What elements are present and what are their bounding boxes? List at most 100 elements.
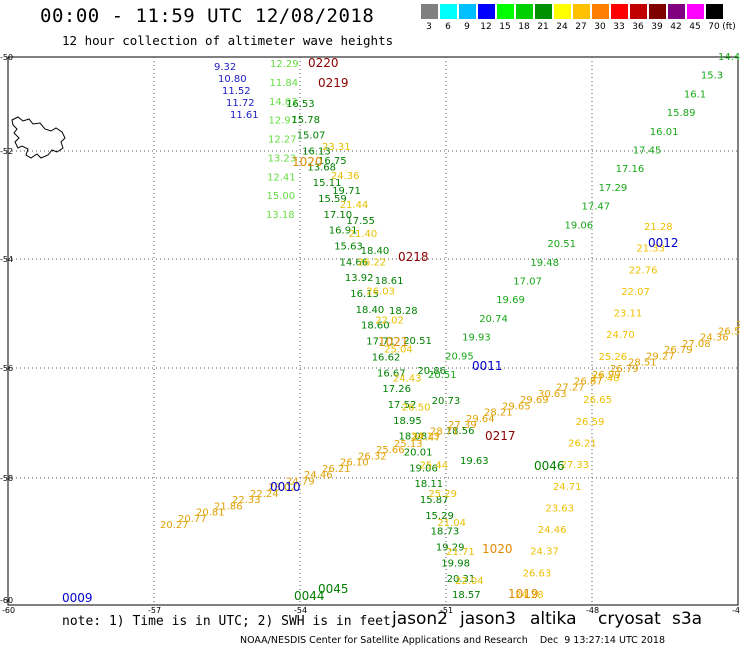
swh-value-jason3: 15.78 <box>291 115 320 126</box>
pass-id-label: 0011 <box>472 359 503 373</box>
swh-value-altika: 24.71 <box>553 482 582 493</box>
swh-value-altika: 21.28 <box>644 222 673 233</box>
swh-value-altika: 20.81 <box>196 508 225 519</box>
swh-value-altika: 24.70 <box>606 330 635 341</box>
swh-value-jason2: 11.52 <box>222 86 251 97</box>
swh-value-altika: 22.04 <box>455 576 484 587</box>
legend-swatch <box>687 4 704 19</box>
swh-value-altika: 24.13 <box>411 431 440 442</box>
pass-id-label: 0012 <box>648 236 679 250</box>
swh-value-altika: 26.03 <box>366 287 395 298</box>
map-subtitle: 12 hour collection of altimeter wave hei… <box>62 33 394 48</box>
swh-value-jason3: 17.07 <box>513 277 542 288</box>
swh-value-altika: 25.29 <box>428 489 457 500</box>
swh-value-jason3: 19.06 <box>565 220 594 231</box>
swh-value-altika: 20.77 <box>178 514 207 525</box>
swh-value-jason3: 16.91 <box>329 226 358 237</box>
legend-tick-label: 33 <box>613 22 625 32</box>
swh-value-jason3: 19.69 <box>496 295 525 306</box>
legend-swatch <box>478 4 495 19</box>
swh-value-altika: 25.04 <box>384 345 413 356</box>
swh-value-altika: 20.27 <box>160 520 189 531</box>
swh-value-altika: 28.21 <box>484 408 513 419</box>
swh-value-jason2: 9.32 <box>214 62 236 73</box>
swh-value-jason3: 20.86 <box>417 366 446 377</box>
swh-value-altika: 23.02 <box>268 483 297 494</box>
swh-value-jason3: 18.95 <box>393 416 422 427</box>
legend-swatch <box>592 4 609 19</box>
swh-value-jason3: 20.74 <box>479 314 508 325</box>
swh-value-jason3: 16.15 <box>350 289 379 300</box>
longitude-label: -51 <box>440 606 453 615</box>
swh-value-jason3: 17.45 <box>633 146 662 157</box>
swh-value-jason3: 12.97 <box>269 116 298 127</box>
swh-value-altika: 28.71 <box>430 426 459 437</box>
swh-value-jason3: 16.1 <box>684 89 706 100</box>
swh-value-jason3: 15.63 <box>334 242 363 253</box>
legend-tick-label: 15 <box>499 22 511 32</box>
pass-id-label: 1020 <box>292 155 323 169</box>
swh-value-altika: 21.04 <box>437 518 466 529</box>
map-frame <box>7 56 739 606</box>
swh-value-altika: 25.44 <box>420 460 449 471</box>
swh-value-altika: 27.47 <box>412 433 441 444</box>
swh-value-altika: 24.46 <box>304 470 333 481</box>
swh-value-jason3: 14.03 <box>269 97 298 108</box>
swh-value-jason3: 17.10 <box>324 210 353 221</box>
swh-value-jason3: 15.00 <box>267 191 296 202</box>
swh-value-jason3: 19.06 <box>409 463 438 474</box>
satellite-jason3: jason3 <box>460 609 516 629</box>
legend-swatch <box>611 4 628 19</box>
swh-value-altika: 26.79 <box>664 345 693 356</box>
swh-value-jason3: 17.55 <box>346 216 375 227</box>
legend-swatch <box>516 4 533 19</box>
swh-value-jason3: 19.71 <box>332 186 361 197</box>
legend-tick-label: 9 <box>464 22 470 32</box>
pass-id-label: 0046 <box>534 459 565 473</box>
swh-value-altika: 28.51 <box>628 358 657 369</box>
swh-value-jason3: 16.13 <box>302 147 331 158</box>
satellite-jason2: jason2 <box>392 609 448 629</box>
swh-value-altika: 26.87 <box>574 376 603 387</box>
latitude-label: -56 <box>0 364 13 373</box>
legend-swatch <box>459 4 476 19</box>
legend-unit: (ft) <box>722 22 736 32</box>
swh-value-altika: 21.40 <box>349 229 378 240</box>
swh-value-altika: 21.33 <box>636 244 665 255</box>
legend-tick-label: 30 <box>594 22 606 32</box>
swh-value-altika: 26.65 <box>583 395 612 406</box>
pass-id-label: 0010 <box>270 480 301 494</box>
longitude-label: -57 <box>148 606 161 615</box>
swh-value-jason3: 13.92 <box>345 273 374 284</box>
swh-value-altika: 22.24 <box>250 489 279 500</box>
swh-value-jason3: 14.4 <box>718 52 740 63</box>
swh-value-altika: 26.50 <box>402 402 431 413</box>
swh-value-altika: 29.69 <box>520 395 549 406</box>
latitude-label: -58 <box>0 474 13 483</box>
pass-id-label: 1020 <box>482 542 513 556</box>
swh-value-jason3: 16.75 <box>318 156 347 167</box>
swh-value-jason3: 19.48 <box>530 258 559 269</box>
swh-value-altika: 26.10 <box>340 458 369 469</box>
swh-value-jason3: 13.18 <box>266 210 295 221</box>
swh-value-jason3: 20.51 <box>547 239 576 250</box>
swh-value-jason3: 15.3 <box>701 71 723 82</box>
legend-swatch <box>706 4 723 19</box>
swh-value-jason3: 18.40 <box>356 305 385 316</box>
swh-value-altika: 21.71 <box>446 547 475 558</box>
satellite-s3a: s3a <box>672 609 703 629</box>
pass-id-label: 0009 <box>62 591 93 605</box>
swh-value-altika: 23.31 <box>322 142 351 153</box>
pass-id-label: 0044 <box>294 589 325 603</box>
legend-tick-label: 70 <box>708 22 720 32</box>
swh-value-jason2: 11.72 <box>226 98 255 109</box>
swh-value-jason3: 20.31 <box>447 574 476 585</box>
longitude-label: -60 <box>2 606 15 615</box>
legend-tick-label: 39 <box>651 22 663 32</box>
swh-value-jason3: 15.87 <box>420 495 449 506</box>
swh-value-altika: 22.33 <box>232 495 261 506</box>
legend-swatch <box>440 4 457 19</box>
swh-value-altika: 24.43 <box>393 374 422 385</box>
swh-value-jason3: 18.73 <box>431 527 460 538</box>
swh-value-altika: 26.59 <box>576 417 605 428</box>
